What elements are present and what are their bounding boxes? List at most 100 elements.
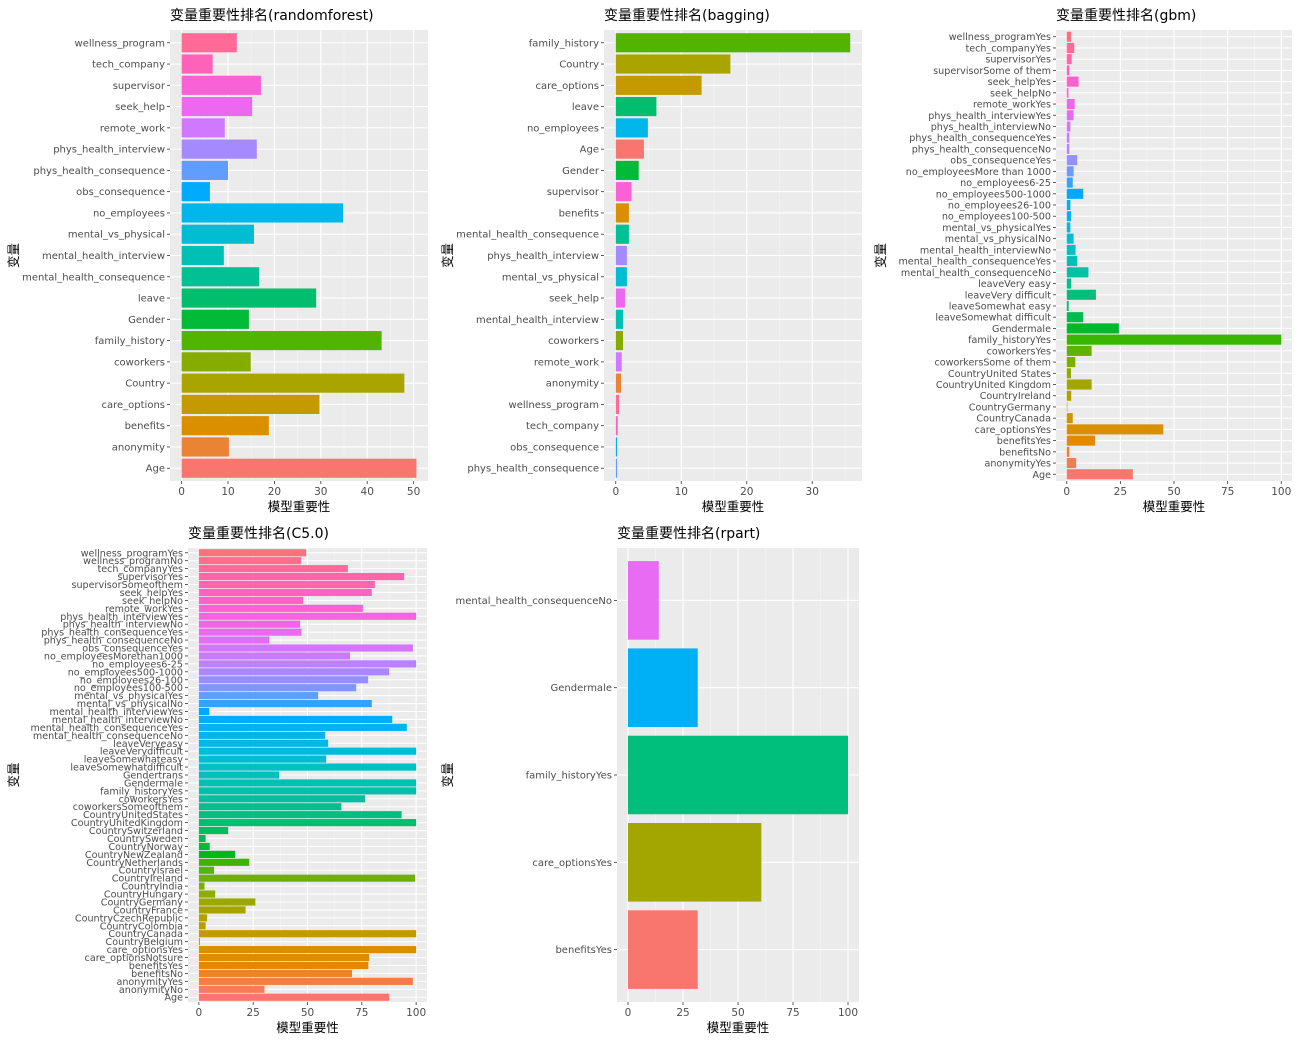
bar bbox=[198, 588, 372, 597]
y-tick-label: phys_health_consequenceNo bbox=[44, 636, 183, 647]
bar bbox=[198, 771, 280, 779]
x-tick-label: 100 bbox=[1271, 486, 1291, 498]
y-tick-label: family_historyYes bbox=[526, 771, 612, 782]
y-tick-label: Gendermale bbox=[992, 324, 1051, 335]
x-tick-label: 0 bbox=[178, 486, 185, 498]
bar bbox=[615, 352, 622, 372]
bar bbox=[198, 938, 200, 946]
y-tick-label: anonymityYes bbox=[116, 977, 183, 988]
bar bbox=[615, 75, 702, 95]
y-axis-label: 变量 bbox=[440, 243, 455, 268]
bar bbox=[198, 795, 366, 803]
bar bbox=[198, 946, 417, 954]
bar bbox=[1066, 244, 1076, 255]
bar bbox=[198, 819, 417, 827]
bar bbox=[198, 668, 390, 676]
y-tick-label: supervisorSomeofthem bbox=[71, 580, 183, 591]
y-tick-label: anonymity bbox=[112, 442, 165, 453]
bar bbox=[181, 416, 269, 436]
bar bbox=[1066, 233, 1074, 244]
bar bbox=[198, 842, 210, 851]
y-tick-label: CountryGermany bbox=[101, 897, 184, 908]
y-tick-label: mental_health_interviewNo bbox=[920, 245, 1051, 256]
y-axis-label: 变量 bbox=[440, 762, 455, 787]
x-tick-label: 50 bbox=[731, 1007, 744, 1019]
y-tick-label: benefitsNo bbox=[131, 969, 183, 980]
bar bbox=[615, 118, 648, 138]
bar bbox=[181, 309, 249, 329]
chart-2: 0 25 50 75 100 AgeanonymityYesbenefitsNobenef… bbox=[873, 8, 1292, 514]
chart-3: 0 25 50 75 100AgeanonymityNoanonymityYesbene… bbox=[6, 526, 427, 1035]
y-tick-label: CountryBelgium bbox=[106, 937, 183, 948]
bar bbox=[181, 224, 254, 244]
y-tick-label: no_employees26-100 bbox=[948, 201, 1051, 212]
y-tick-label: supervisor bbox=[113, 81, 166, 92]
y-tick-label: leaveVery easy bbox=[978, 279, 1051, 290]
bar bbox=[198, 930, 417, 938]
x-tick-label: 0 bbox=[612, 486, 619, 498]
y-tick-label: phys_health_consequenceYes bbox=[41, 628, 183, 639]
bar bbox=[198, 803, 342, 811]
bar bbox=[1066, 323, 1119, 334]
y-tick-label: no_employees bbox=[93, 208, 165, 219]
y-tick-label: leaveVerydifficult bbox=[100, 747, 183, 758]
bar bbox=[198, 787, 417, 795]
bar bbox=[615, 182, 632, 202]
bar bbox=[1066, 188, 1084, 199]
bar bbox=[181, 437, 229, 457]
bar bbox=[615, 267, 627, 287]
y-tick-label: wellness_program bbox=[75, 38, 165, 49]
y-tick-label: Gendermale bbox=[551, 683, 612, 694]
y-tick-label: phys_health_consequence bbox=[467, 464, 599, 475]
x-tick-label: 25 bbox=[246, 1007, 259, 1019]
chart-title: 变量重要性排名(C5.0) bbox=[188, 526, 329, 542]
chart-title: 变量重要性排名(randomforest) bbox=[170, 8, 374, 24]
x-axis-label: 模型重要性 bbox=[276, 1020, 339, 1035]
y-tick-label: CountryUnited States bbox=[948, 369, 1051, 380]
bar bbox=[615, 437, 618, 457]
bar bbox=[198, 985, 265, 993]
bar bbox=[198, 763, 417, 771]
y-tick-label: seek_helpYes bbox=[988, 77, 1051, 88]
bar bbox=[1066, 435, 1096, 446]
bar bbox=[198, 755, 327, 763]
y-axis-label: 变量 bbox=[6, 762, 21, 787]
bar bbox=[615, 160, 639, 180]
y-tick-label: benefitsNo bbox=[999, 447, 1051, 458]
bar bbox=[1066, 446, 1070, 457]
x-tick-label: 50 bbox=[1167, 486, 1180, 498]
bar bbox=[198, 882, 205, 890]
bar bbox=[198, 969, 353, 977]
chart-title: 变量重要性排名(rpart) bbox=[617, 526, 760, 542]
bar bbox=[198, 866, 215, 874]
bar bbox=[628, 823, 762, 902]
x-axis-label: 模型重要性 bbox=[707, 1020, 770, 1035]
bar bbox=[181, 118, 225, 138]
y-tick-label: seek_helpYes bbox=[120, 588, 183, 599]
y-tick-label: mental_vs_physicalNo bbox=[945, 234, 1051, 245]
y-tick-label: CountryUnited Kingdom bbox=[936, 380, 1051, 391]
x-tick-label: 30 bbox=[314, 486, 327, 498]
bar bbox=[1066, 401, 1068, 413]
bar bbox=[615, 224, 629, 244]
bar bbox=[198, 636, 270, 644]
bar bbox=[198, 961, 369, 970]
y-tick-label: seek_help bbox=[549, 294, 599, 305]
bar bbox=[1066, 413, 1073, 424]
y-tick-label: benefitsYes bbox=[555, 945, 612, 956]
bar bbox=[615, 373, 622, 393]
chart-0: 0 10 20 30 40 50 Age anonymity benefits care_opti… bbox=[6, 8, 428, 514]
y-tick-label: coworkersYes bbox=[987, 346, 1051, 357]
bar bbox=[1066, 199, 1071, 211]
bar bbox=[181, 245, 224, 266]
bar bbox=[198, 652, 351, 660]
y-tick-label: no_employees500-1000 bbox=[936, 189, 1051, 200]
y-tick-label: anonymity bbox=[546, 379, 599, 390]
y-tick-label: leave bbox=[138, 294, 165, 305]
y-tick-label: care_options bbox=[101, 400, 165, 411]
y-tick-label: mental_vs_physical bbox=[502, 272, 599, 283]
y-tick-label: tech_company bbox=[526, 421, 599, 432]
bar bbox=[1066, 110, 1074, 121]
y-tick-label: coworkersYes bbox=[119, 794, 183, 805]
bar bbox=[198, 731, 326, 739]
